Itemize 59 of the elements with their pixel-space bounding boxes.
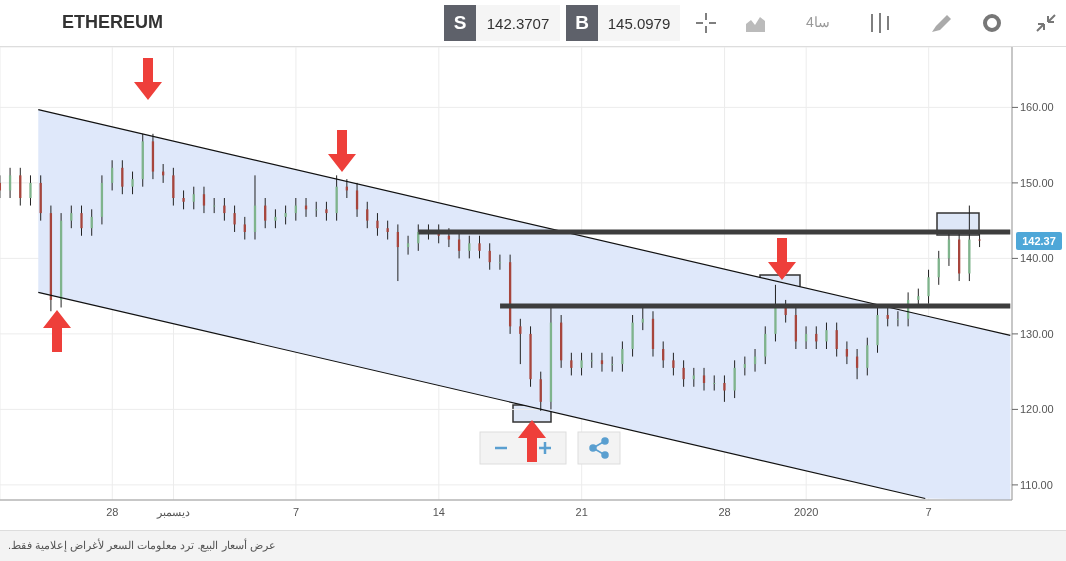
candlestick: [896, 310, 900, 327]
candlestick: [315, 201, 318, 218]
candlestick: [29, 174, 32, 207]
candlestick: [80, 205, 83, 237]
x-tick-label: 28: [718, 505, 731, 518]
candlestick: [570, 352, 573, 376]
x-tick-label: 14: [432, 505, 445, 518]
candlestick: [376, 212, 379, 237]
x-tick-label: 7: [925, 505, 932, 518]
text: 4سا: [806, 14, 830, 30]
candlestick: [131, 171, 134, 195]
text: 145.0979: [598, 5, 680, 41]
candlestick: [580, 352, 583, 376]
candlestick: [590, 352, 593, 369]
candlestick: [182, 189, 185, 210]
candlestick: [702, 367, 706, 392]
y-tick-label: 140.00: [1020, 252, 1054, 265]
candlestick: [213, 197, 216, 214]
candlestick: [284, 205, 287, 225]
y-tick-label: 130.00: [1020, 327, 1054, 340]
candlestick: [243, 216, 246, 241]
candlestick: [682, 359, 685, 388]
candlestick: [713, 374, 716, 392]
candlestick: [233, 205, 236, 233]
y-tick-label: 110.00: [1020, 478, 1053, 491]
candlestick: [621, 340, 624, 373]
candlestick: [498, 254, 502, 271]
y-tick-label: 120.00: [1020, 403, 1054, 416]
candlestick: [927, 269, 930, 305]
candlestick: [825, 322, 828, 350]
text: 142.37: [1016, 231, 1062, 250]
candlestick: [192, 186, 195, 210]
x-tick-label: 28: [106, 505, 119, 518]
candlestick: [325, 201, 328, 222]
candlestick: [733, 359, 736, 399]
x-tick-label: 21: [575, 505, 588, 518]
x-tick-label: 2020: [793, 505, 819, 518]
text: S: [444, 5, 476, 41]
x-tick-label: ديسمبر: [155, 505, 190, 519]
text: B: [566, 5, 598, 41]
text: 142.3707: [476, 5, 560, 41]
candlestick: [223, 197, 226, 222]
candlestick: [478, 235, 481, 259]
candlestick: [672, 352, 675, 376]
candlestick: [519, 318, 522, 365]
candlestick: [611, 356, 614, 373]
chart-title: ETHEREUM: [62, 12, 164, 33]
candlestick: [70, 205, 73, 229]
candlestick: [274, 208, 277, 229]
x-tick-label: 7: [292, 505, 300, 518]
candlestick: [172, 167, 175, 207]
y-tick-label: 150.00: [1020, 176, 1054, 189]
y-tick-label: 160.00: [1020, 101, 1054, 114]
candlestick: [202, 186, 206, 214]
candlestick: [723, 374, 726, 403]
candlestick: [845, 340, 849, 365]
candlestick: [366, 201, 369, 229]
text: عرض أسعار البيع. ترد معلومات السعر لأغراض إعلامية فقط.: [8, 539, 276, 552]
candlestick: [468, 235, 471, 259]
